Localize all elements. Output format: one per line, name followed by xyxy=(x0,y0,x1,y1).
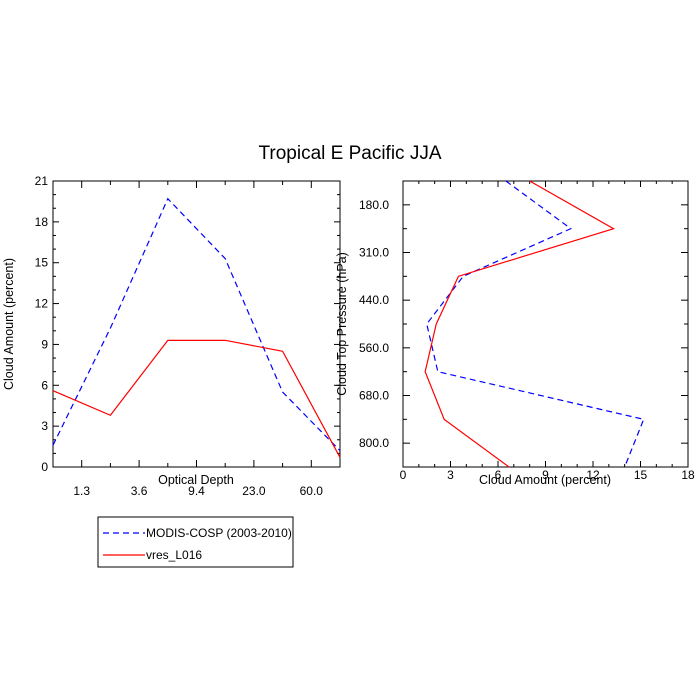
right-y-tick-label: 560.0 xyxy=(359,341,389,355)
left-axis-ticks xyxy=(52,180,341,468)
left-series-group xyxy=(52,197,341,458)
left-panel-optical-depth: 0 3 6 9 12 15 18 21 1.3 3.6 9.4 23.0 60.0 Optical D… xyxy=(2,174,341,498)
left-series-line xyxy=(52,197,341,452)
left-x-tick-label: 1.3 xyxy=(73,484,90,498)
right-x-tick-label: 9 xyxy=(542,468,549,482)
right-y-tick-label: 680.0 xyxy=(359,389,389,403)
right-panel-cloud-top-pressure: 180.0 310.0 440.0 560.0 680.0 800.0 0 3 6 9 12 15 1… xyxy=(335,180,695,487)
right-x-tick-label: 6 xyxy=(495,468,502,482)
left-x-tick-label: 9.4 xyxy=(188,484,205,498)
right-x-tick-label: 15 xyxy=(634,468,648,482)
left-series-line xyxy=(52,339,341,458)
left-y-tick-labels: 0 3 6 9 12 15 18 21 xyxy=(35,174,49,474)
right-series-line xyxy=(426,180,645,468)
right-x-tick-label: 0 xyxy=(400,468,407,482)
left-x-tick-label: 3.6 xyxy=(131,484,148,498)
left-x-axis-label: Optical Depth xyxy=(158,473,234,487)
left-y-tick-label: 9 xyxy=(41,337,48,351)
right-x-tick-label: 3 xyxy=(447,468,454,482)
right-y-tick-label: 800.0 xyxy=(359,436,389,450)
left-x-tick-labels: 1.3 3.6 9.4 23.0 60.0 xyxy=(73,484,323,498)
legend-box xyxy=(97,516,294,568)
left-y-tick-label: 0 xyxy=(41,460,48,474)
legend-label-modis: MODIS-COSP (2003-2010) xyxy=(146,526,292,540)
right-y-tick-label: 310.0 xyxy=(359,246,389,260)
right-x-tick-labels: 0 3 6 9 12 15 18 xyxy=(400,468,695,482)
left-y-tick-label: 15 xyxy=(35,256,49,270)
right-x-tick-label: 12 xyxy=(586,468,600,482)
right-y-axis-label: Cloud Top Pressure (hPa) xyxy=(335,252,349,396)
legend: MODIS-COSP (2003-2010) vres_L016 xyxy=(97,516,294,568)
right-y-tick-label: 440.0 xyxy=(359,293,389,307)
right-x-tick-label: 18 xyxy=(681,468,695,482)
left-y-tick-label: 6 xyxy=(41,378,48,392)
right-y-tick-labels: 180.0 310.0 440.0 560.0 680.0 800.0 xyxy=(359,198,389,450)
right-series-group xyxy=(424,180,645,468)
left-y-tick-label: 18 xyxy=(35,215,49,229)
left-plot-frame xyxy=(52,180,341,468)
right-series-line xyxy=(424,180,616,468)
chart-title: Tropical E Pacific JJA xyxy=(258,143,441,164)
left-y-tick-label: 21 xyxy=(35,174,49,188)
legend-label-vres: vres_L016 xyxy=(146,548,202,562)
left-x-tick-label: 60.0 xyxy=(300,484,324,498)
left-y-tick-label: 12 xyxy=(35,297,49,311)
right-y-tick-label: 180.0 xyxy=(359,198,389,212)
right-x-axis-label: Cloud Amount (percent) xyxy=(479,473,611,487)
left-x-tick-label: 23.0 xyxy=(242,484,266,498)
right-plot-frame xyxy=(402,180,689,468)
left-y-axis-label: Cloud Amount (percent) xyxy=(2,258,16,390)
left-y-tick-label: 3 xyxy=(41,419,48,433)
right-axis-ticks xyxy=(402,180,689,468)
